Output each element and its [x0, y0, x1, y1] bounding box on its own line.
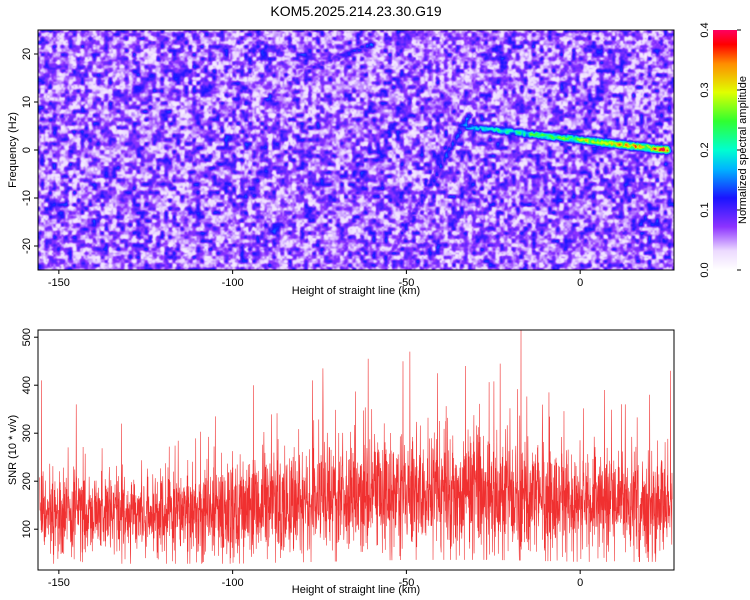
snr-x-tick-label-2: -50	[398, 577, 414, 589]
snr-panel: -150 -100 -50 0 100 200 300 400 500 Height of s…	[7, 328, 675, 596]
spectrogram-y-tick-label-4: 20	[21, 48, 33, 60]
snr-y-axis: 100 200 300 400 500	[21, 328, 38, 538]
snr-y-tick-label-4: 500	[21, 328, 33, 346]
snr-x-axis: -150 -100 -50 0	[48, 570, 583, 589]
colorbar-axis: 0.0 0.1 0.2 0.3 0.4	[699, 22, 741, 278]
spectrogram-x-tick-label-2: -50	[398, 277, 414, 289]
snr-x-tick-label-3: 0	[577, 577, 583, 589]
colorbar: 0.0 0.1 0.2 0.3 0.4 Normalized spectral ampl…	[699, 22, 749, 277]
spectrogram-x-tick-label-1: -100	[222, 277, 244, 289]
spectrogram-x-axis: -150 -100 -50 0	[48, 270, 583, 289]
colorbar-tick-label-4: 0.4	[699, 22, 711, 37]
snr-y-tick-label-3: 400	[21, 376, 33, 394]
snr-x-label: Height of straight line (km)	[292, 584, 420, 596]
snr-y-tick-label-0: 100	[21, 520, 33, 538]
spectrogram-image	[38, 30, 674, 270]
colorbar-tick-label-3: 0.3	[699, 82, 711, 97]
snr-series-line	[39, 330, 673, 564]
snr-y-tick-label-1: 200	[21, 472, 33, 490]
snr-frame	[37, 329, 675, 571]
snr-x-tick-label-0: -150	[48, 577, 70, 589]
snr-x-tick-label-1: -100	[222, 577, 244, 589]
colorbar-gradient	[713, 30, 737, 270]
spectrogram-y-axis: -20 -10 0 10 20	[21, 48, 38, 254]
spectrogram-y-tick-label-3: 10	[21, 96, 33, 108]
spectrogram-y-tick-label-2: 0	[21, 147, 33, 153]
spectrogram-x-label: Height of straight line (km)	[292, 285, 420, 297]
colorbar-tick-label-1: 0.1	[699, 202, 711, 217]
spectrogram-x-tick-label-3: 0	[577, 277, 583, 289]
spectrogram-y-tick-label-1: -10	[21, 190, 33, 206]
spectrogram-y-label: Frequency (Hz)	[7, 112, 19, 188]
snr-y-tick-label-2: 300	[21, 424, 33, 442]
colorbar-label: Normalized spectral amplitude	[737, 76, 749, 224]
chart-title: KOM5.2025.214.23.30.G19	[270, 3, 441, 19]
colorbar-tick-label-2: 0.2	[699, 142, 711, 157]
snr-y-label: SNR (10 * v/v)	[7, 415, 19, 485]
spectrogram-x-tick-label-0: -150	[48, 277, 70, 289]
spectrogram-y-tick-label-0: -20	[21, 238, 33, 254]
colorbar-tick-label-0: 0.0	[699, 262, 711, 277]
